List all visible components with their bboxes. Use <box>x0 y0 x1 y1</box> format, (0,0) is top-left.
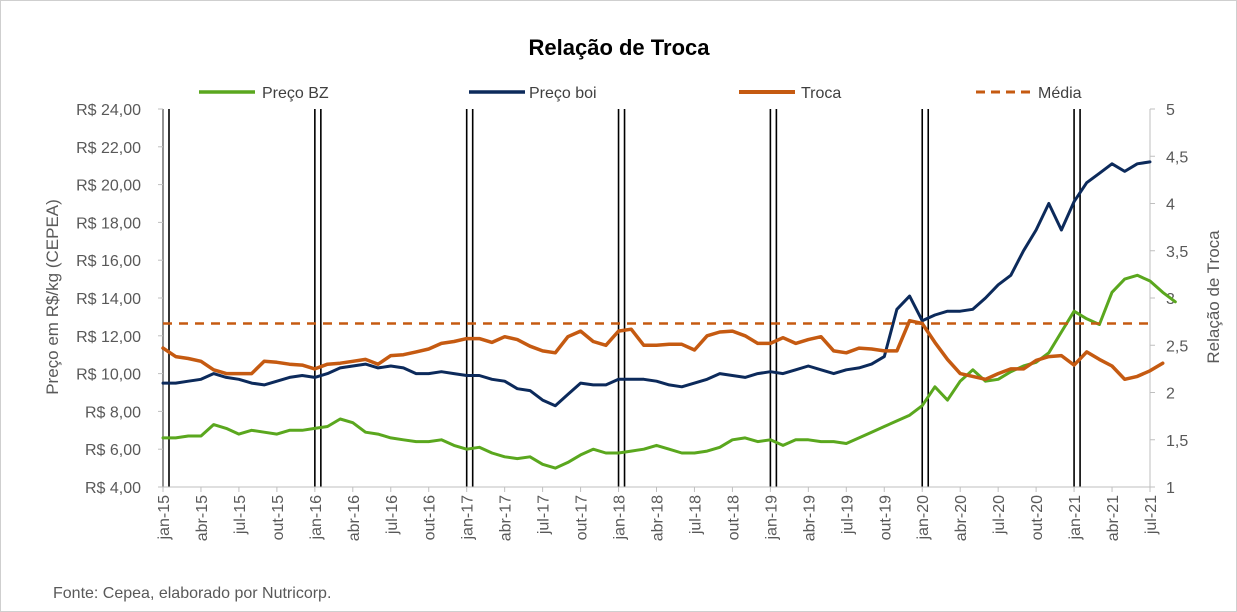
series-line-preco-boi <box>161 160 1152 408</box>
y-tick-label-left: R$ 6,00 <box>85 442 141 459</box>
x-tick-label: abr-15 <box>194 495 211 541</box>
y-tick-label-left: R$ 18,00 <box>76 215 141 232</box>
axes: R$ 4,00 R$ 6,00 R$ 8,00 R$ 10,00 R$ 12,00 R$ … <box>76 102 1188 541</box>
legend-label-preco-bz: Preço BZ <box>262 85 329 102</box>
x-tick-label: out-15 <box>270 495 287 540</box>
y-tick-label-left: R$ 10,00 <box>76 367 141 384</box>
y-tick-label-right: 4 <box>1166 197 1175 214</box>
y-tick-label-left: R$ 14,00 <box>76 291 141 308</box>
y-tick-label-left: R$ 22,00 <box>76 140 141 157</box>
y-tick-label-left: R$ 24,00 <box>76 102 141 119</box>
y-tick-label-right: 2 <box>1166 386 1175 403</box>
year-marker-jan-16 <box>314 109 322 487</box>
x-tick-label: jul-17 <box>536 495 553 535</box>
x-tick-label: jan-16 <box>308 495 325 541</box>
x-tick-label: abr-21 <box>1105 495 1122 541</box>
series-line-troca <box>161 318 1165 382</box>
y-tick-label-left: R$ 8,00 <box>85 404 141 421</box>
x-tick-label: jan-19 <box>763 495 780 541</box>
x-tick-label: out-16 <box>422 495 439 540</box>
series-line-preco-bz <box>161 273 1177 470</box>
year-markers <box>162 109 1081 487</box>
y-tick-label-left: R$ 20,00 <box>76 178 141 195</box>
legend-label-troca: Troca <box>801 85 841 102</box>
x-tick-label: abr-17 <box>498 495 515 541</box>
year-marker-jan-17 <box>465 109 474 487</box>
y-tick-label-left: R$ 4,00 <box>85 480 141 497</box>
x-tick-label: jan-17 <box>460 495 477 541</box>
y-tick-label-right: 1,5 <box>1166 433 1188 450</box>
y-axis-title-left: Preço em R$/kg (CEPEA) <box>43 199 62 395</box>
y-tick-label-right: 5 <box>1166 102 1175 119</box>
legend-label-media: Média <box>1038 85 1082 102</box>
x-tick-label: out-18 <box>725 495 742 540</box>
x-tick-label: abr-20 <box>953 495 970 541</box>
x-tick-label: jul-15 <box>232 495 249 535</box>
year-marker-jan-20 <box>921 109 930 487</box>
y-tick-label-right: 3,5 <box>1166 244 1188 261</box>
legend: Preço BZ Preço boi Troca Média <box>199 85 1082 102</box>
year-marker-jan-15 <box>162 109 170 487</box>
y-tick-label-left: R$ 16,00 <box>76 253 141 270</box>
x-tick-label: jul-21 <box>1143 495 1160 535</box>
y-tick-label-right: 2,5 <box>1166 338 1188 355</box>
year-marker-jan-19 <box>769 109 778 487</box>
x-tick-label: out-20 <box>1029 495 1046 540</box>
y-axis-title-right: Relação de Troca <box>1204 230 1223 364</box>
x-tick-label: jan-18 <box>612 495 629 541</box>
x-tick-label: jul-16 <box>384 495 401 535</box>
x-tick-label: jul-18 <box>687 495 704 535</box>
x-tick-label: out-17 <box>574 495 591 540</box>
x-tick-label: abr-16 <box>346 495 363 541</box>
chart-title: Relação de Troca <box>529 35 711 60</box>
x-tick-label: jan-21 <box>1067 495 1084 541</box>
legend-label-preco-boi: Preço boi <box>529 85 597 102</box>
x-tick-label: jul-19 <box>839 495 856 535</box>
y-tick-label-right: 1 <box>1166 480 1175 497</box>
year-marker-jan-18 <box>617 109 626 487</box>
x-tick-label: jul-20 <box>991 495 1008 535</box>
x-tick-label: jan-15 <box>156 495 173 541</box>
y-tick-label-left: R$ 12,00 <box>76 329 141 346</box>
x-tick-label: abr-18 <box>650 495 667 541</box>
source-note: Fonte: Cepea, elaborado por Nutricorp. <box>53 585 331 602</box>
series-lines <box>161 160 1177 470</box>
y-tick-label-right: 4,5 <box>1166 149 1188 166</box>
x-tick-label: abr-19 <box>801 495 818 541</box>
year-marker-jan-21 <box>1073 109 1081 487</box>
x-tick-label: out-19 <box>877 495 894 540</box>
x-tick-label: jan-20 <box>915 495 932 541</box>
